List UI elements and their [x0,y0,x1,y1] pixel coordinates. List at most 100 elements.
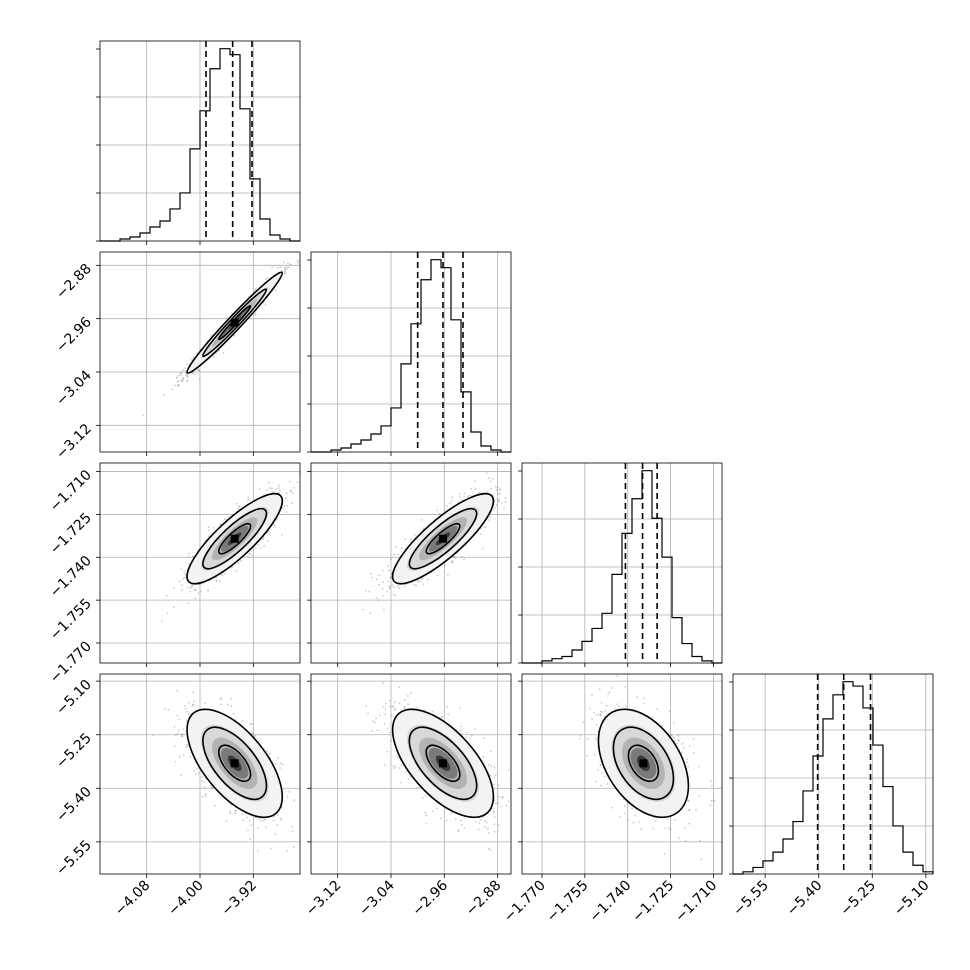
sample-point [470,487,473,490]
sample-point [494,506,497,509]
sample-point [219,696,222,699]
sample-point [436,509,439,512]
sample-point [218,580,221,583]
sample-point [451,560,454,563]
sample-point [186,379,189,382]
sample-point [230,566,233,569]
sample-point [386,590,389,593]
sample-point [191,358,193,361]
hist-step-line [100,48,300,242]
sample-point [289,480,291,483]
sample-point [258,818,261,820]
sample-point [417,579,420,582]
sample-point [381,587,384,590]
sample-point [306,475,308,477]
sample-point [180,374,182,377]
sample-point [291,492,294,494]
sample-point [277,756,279,759]
sample-point [302,245,304,247]
sample-point [504,497,507,499]
sample-point [286,849,289,852]
sample-point [371,576,373,579]
contour-line-2 [391,492,495,585]
sample-point [503,507,505,510]
sample-point [291,830,294,833]
sample-point [459,707,462,709]
contour-line-2 [186,271,284,374]
sample-point [254,816,257,819]
sample-point [260,820,263,823]
sample-point [392,593,395,596]
sample-point [266,277,269,279]
panel-p1-p2 [310,462,512,664]
sample-point [273,815,276,818]
sample-point [245,816,248,819]
sample-point [297,261,299,264]
sample-point [182,754,185,756]
sample-point [378,583,381,586]
sample-point [383,609,385,611]
sample-point [301,798,303,800]
sample-point [382,594,384,597]
sample-point [176,385,179,387]
sample-point [203,786,206,789]
sample-point [420,580,422,582]
sample-point [288,791,291,793]
sample-point [390,558,392,561]
sample-point [177,384,180,386]
sample-point [194,588,197,591]
sample-point [212,527,215,529]
sample-point [494,485,497,488]
sample-point [247,496,250,498]
panel-content [311,674,511,874]
sample-point [377,599,380,602]
sample-point [191,586,194,589]
sample-point [278,489,281,492]
sample-point [224,572,226,575]
sample-point [461,499,464,501]
density-peak [230,759,239,768]
sample-point [174,384,177,387]
sample-point [496,498,499,500]
sample-point [186,363,189,365]
sample-point [494,774,497,777]
sample-point [388,585,391,588]
sample-point [280,533,283,536]
sample-point [179,774,182,776]
sample-point [279,817,282,820]
sample-point [247,829,250,832]
sample-point [198,378,201,380]
sample-point [254,734,257,737]
panel-content [100,674,303,874]
sample-point [182,376,185,379]
sample-point [395,546,397,548]
density-peak [230,318,239,327]
hist-step-line [733,681,934,875]
panel-grid [311,463,511,663]
sample-point [457,829,460,831]
sample-point [178,718,181,721]
sample-point [389,705,392,708]
sample-point [265,750,268,753]
sample-point [255,288,257,290]
contour-line-0 [218,744,252,783]
sample-point [264,818,266,821]
sample-point [447,574,449,576]
sample-point [175,376,178,379]
sample-point [485,525,487,528]
contour-line-0 [217,522,252,555]
sample-point [397,553,400,556]
sample-point [176,732,179,735]
sample-point [251,554,254,557]
sample-point [274,763,277,765]
sample-point [177,375,180,377]
sample-point [396,585,399,588]
hist-grid [522,463,722,663]
sample-point [231,312,233,315]
hist-grid [311,252,511,452]
sample-point [469,494,471,497]
sample-point [445,819,448,822]
sample-point [238,505,241,508]
sample-point [187,701,190,704]
sample-point [232,712,235,715]
